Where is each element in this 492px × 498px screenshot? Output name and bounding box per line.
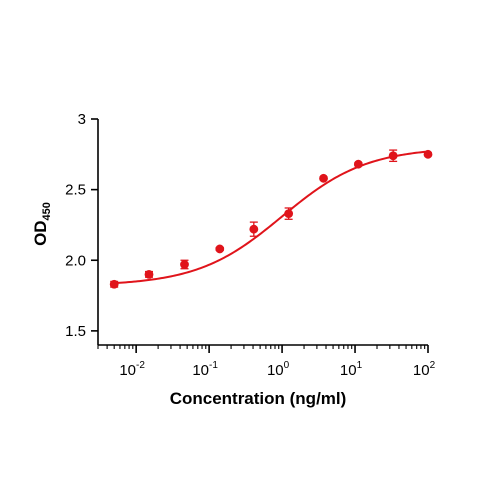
data-point <box>353 159 363 169</box>
data-point <box>388 151 398 161</box>
data-point <box>109 279 119 289</box>
x-tick-label-exponent: 1 <box>357 360 363 371</box>
x-tick-label-base: 10 <box>340 362 357 379</box>
plot-area <box>109 149 433 289</box>
axes: 1.52.02.53 10-2 10-1 100 101 102 <box>65 111 435 379</box>
fit-curve <box>114 150 429 285</box>
y-tick-label: 2.5 <box>65 182 86 199</box>
x-tick-label-base: 10 <box>119 362 136 379</box>
data-point <box>284 209 294 219</box>
x-tick-label: 10-2 <box>119 360 145 379</box>
y-ticks: 1.5 2.0 2.5 3 <box>65 111 98 340</box>
y-tick-label: 2.0 <box>65 252 86 269</box>
y-tick-label: 3 <box>78 111 86 128</box>
x-tick-label: 102 <box>413 360 436 379</box>
x-tick-label-base: 10 <box>413 362 430 379</box>
x-axis-label: Concentration (ng/ml) <box>170 389 347 408</box>
x-ticks: 10-2 10-1 100 101 102 <box>97 345 436 379</box>
x-tick-label-exponent: -1 <box>209 360 218 371</box>
x-tick-label-base: 10 <box>192 362 209 379</box>
x-tick-label: 10-1 <box>192 360 218 379</box>
y-axis-label-main: OD <box>31 220 50 246</box>
y-axis-label-subscript: 450 <box>41 202 53 220</box>
data-point <box>215 244 225 254</box>
x-tick-label: 100 <box>267 360 290 379</box>
x-tick-label-exponent: 2 <box>430 360 436 371</box>
y-tick-label: 1.5 <box>65 323 86 340</box>
data-point <box>144 269 154 279</box>
data-point <box>423 149 433 159</box>
data-point <box>180 260 189 269</box>
x-tick-label: 101 <box>340 360 363 379</box>
data-point <box>319 173 328 183</box>
data-point <box>249 224 259 234</box>
x-tick-label-base: 10 <box>267 362 284 379</box>
x-tick-label-exponent: 0 <box>284 360 290 371</box>
x-tick-label-exponent: -2 <box>136 360 145 371</box>
y-axis-label: OD450 <box>31 202 53 246</box>
